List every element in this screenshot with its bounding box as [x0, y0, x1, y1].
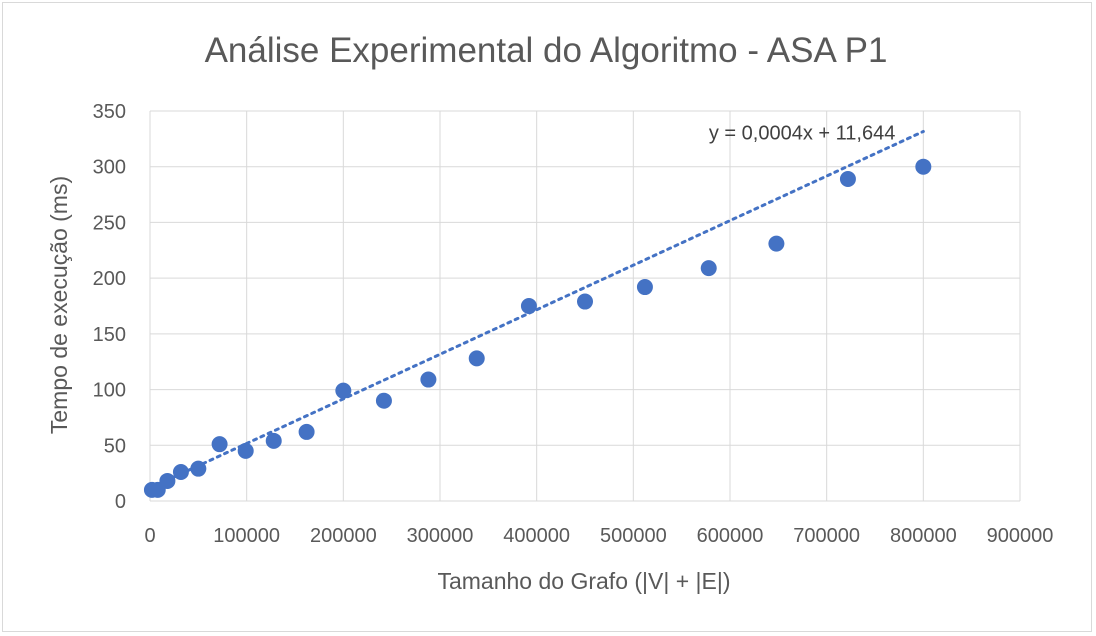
data-point: [520, 298, 537, 314]
y-axis-title: Tempo de execução (ms): [46, 176, 72, 434]
x-axis-ticks: 0 100000 200000 300000 400000 500000 600000 700…: [144, 525, 1053, 547]
data-point: [190, 460, 207, 477]
y-tick-label: 50: [104, 435, 126, 457]
x-axis-title: Tamanho do Grafo (|V| + |E|): [437, 568, 730, 594]
data-points: [143, 158, 932, 498]
data-point: [159, 472, 176, 489]
data-point: [335, 382, 352, 399]
x-tick-label: 0: [144, 525, 155, 547]
y-tick-label: 150: [93, 324, 126, 346]
y-tick-label: 100: [93, 380, 126, 402]
data-point: [577, 293, 593, 310]
data-point: [265, 432, 282, 449]
y-tick-label: 200: [93, 268, 126, 290]
data-point: [211, 436, 228, 453]
data-point: [420, 371, 437, 388]
y-tick-label: 0: [115, 491, 126, 513]
x-tick-label: 600000: [697, 525, 764, 547]
data-point: [768, 235, 785, 252]
x-tick-label: 700000: [793, 525, 860, 547]
x-tick-label: 100000: [213, 525, 280, 547]
x-tick-label: 400000: [503, 525, 570, 547]
y-tick-label: 250: [93, 212, 126, 234]
data-point: [915, 158, 932, 175]
data-point: [237, 442, 254, 459]
x-tick-label: 900000: [987, 525, 1054, 547]
data-point: [468, 350, 485, 367]
x-tick-label: 500000: [600, 525, 667, 547]
data-point: [636, 279, 653, 296]
x-tick-label: 200000: [310, 525, 377, 547]
trendline: [150, 129, 925, 489]
x-tick-label: 800000: [890, 525, 957, 547]
trendline-equation: y = 0,0004x + 11,644: [709, 122, 895, 144]
y-tick-label: 300: [93, 157, 126, 179]
data-point: [172, 464, 189, 481]
gridlines: [149, 110, 1021, 502]
x-tick-label: 300000: [407, 525, 474, 547]
data-point: [298, 423, 315, 440]
y-tick-label: 350: [93, 101, 126, 123]
data-point: [700, 260, 717, 277]
y-axis-ticks: 0 50 100 150 200 250 300 350: [93, 101, 126, 513]
chart-title: Análise Experimental do Algoritmo - ASA …: [205, 31, 888, 70]
data-point: [375, 392, 392, 409]
data-point: [839, 170, 856, 187]
